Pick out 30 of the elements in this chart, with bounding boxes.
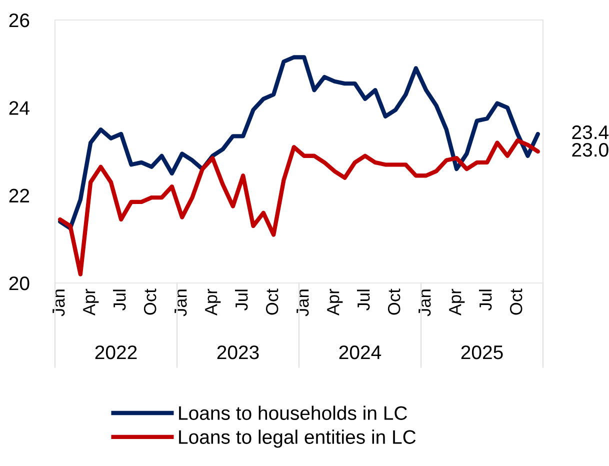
x-tick-label: Oct bbox=[510, 288, 522, 315]
x-tick-label: Apr bbox=[205, 288, 221, 316]
x-tick-label: Jan bbox=[52, 290, 65, 316]
x-tick-label: Jul bbox=[356, 290, 370, 310]
x-tick-label: Apr bbox=[327, 288, 343, 316]
line-series bbox=[58, 138, 540, 276]
text: 2025 bbox=[461, 345, 503, 360]
x-tick-label: Oct bbox=[388, 288, 400, 315]
y-tick-label: 24 bbox=[9, 101, 30, 115]
y-tick-label: 20 bbox=[9, 276, 30, 290]
x-tick-label: Oct bbox=[266, 288, 278, 315]
legend-label: Loans to households in LC bbox=[179, 406, 408, 420]
data-label: 23.4 bbox=[572, 125, 609, 140]
text: 2024 bbox=[339, 345, 382, 360]
x-tick-label: Apr bbox=[449, 288, 465, 316]
legend-label: Loans to legal entities in LC bbox=[179, 430, 416, 448]
line-series bbox=[58, 55, 540, 230]
x-tick-label: Jul bbox=[478, 290, 492, 310]
y-tick-label: 26 bbox=[9, 13, 30, 28]
x-tick-label: Apr bbox=[83, 288, 99, 316]
x-tick-label: Oct bbox=[144, 288, 156, 315]
x-tick-label: Jan bbox=[418, 290, 431, 316]
x-tick-label: Jul bbox=[112, 290, 126, 310]
data-label: 23.0 bbox=[572, 142, 608, 157]
x-tick-label: Jan bbox=[174, 290, 187, 316]
x-tick-label: Jan bbox=[296, 290, 309, 316]
y-tick-label: 22 bbox=[9, 188, 30, 202]
x-tick-label: Jul bbox=[234, 290, 248, 310]
text: 2022 bbox=[95, 345, 137, 360]
text: 2023 bbox=[217, 345, 259, 360]
